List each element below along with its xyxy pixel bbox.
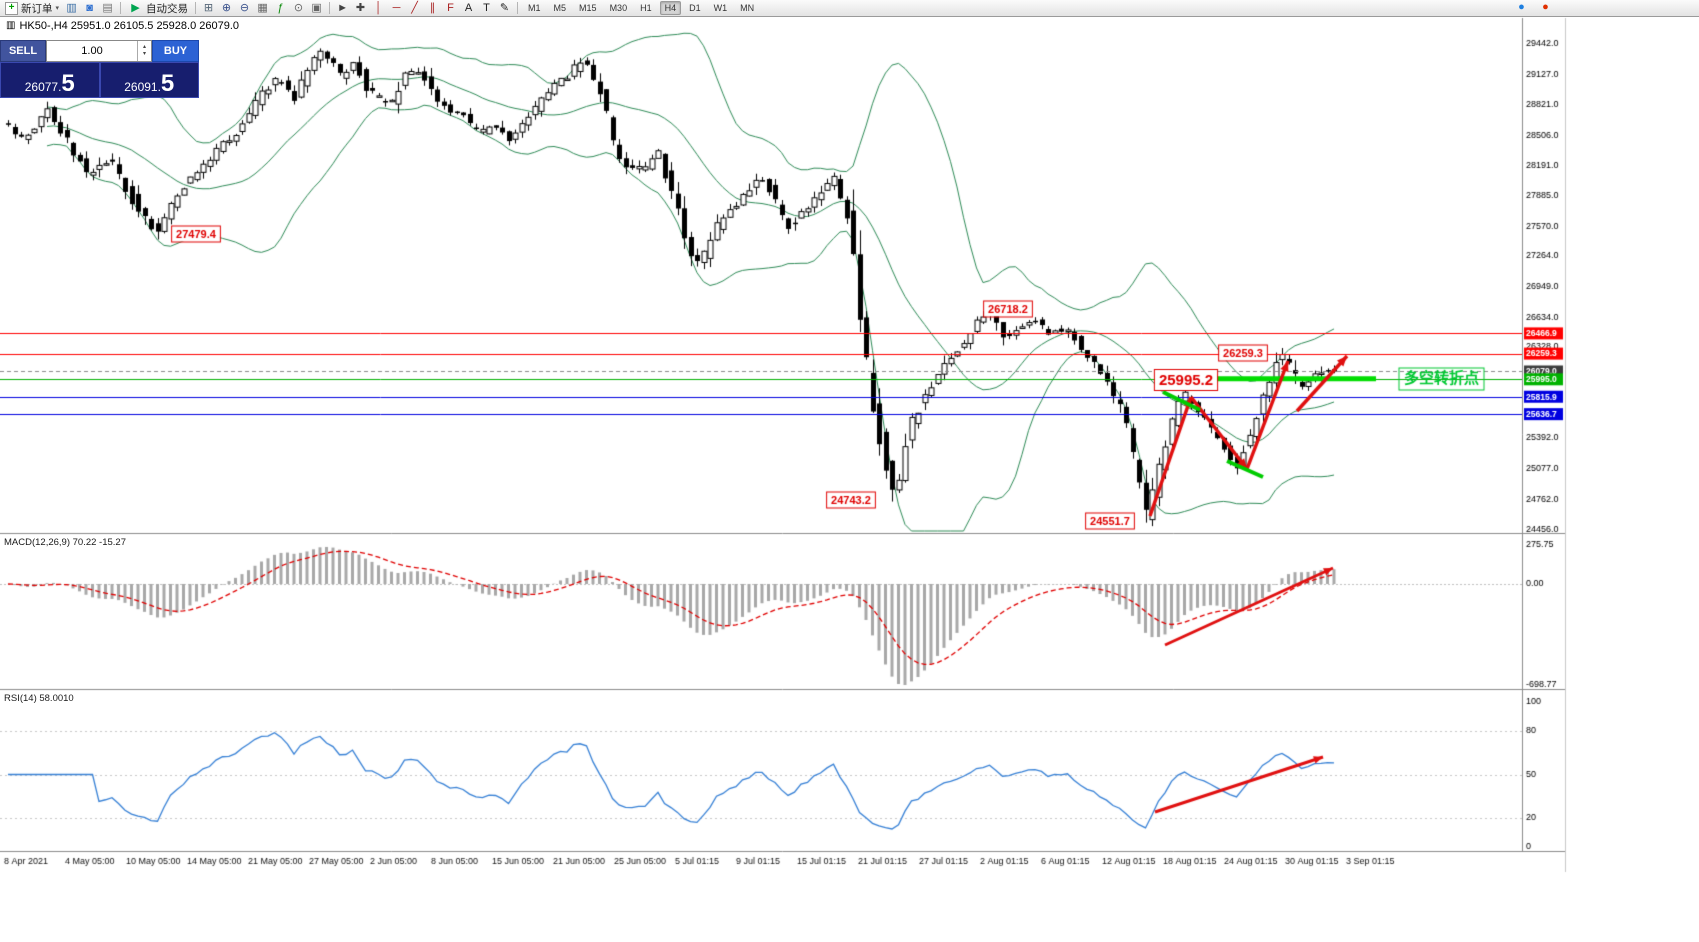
quotes-icon[interactable]: ● bbox=[1518, 1, 1525, 13]
timeframe-m1-button[interactable]: M1 bbox=[528, 3, 541, 13]
buy-price[interactable]: 26091. 5 bbox=[99, 62, 199, 98]
timeframe-w1-button[interactable]: W1 bbox=[713, 3, 728, 13]
vertical-line-icon[interactable]: │ bbox=[375, 1, 382, 14]
profile-icon[interactable]: ◙ bbox=[86, 1, 93, 14]
tile-windows-icon[interactable]: ▦ bbox=[257, 1, 268, 14]
auto-trading-button[interactable]: ▶ 自动交易 bbox=[126, 1, 190, 16]
sell-price[interactable]: 26077. 5 bbox=[0, 62, 100, 98]
volume-spin-buttons: ▴ ▾ bbox=[137, 41, 151, 61]
label-icon[interactable]: T bbox=[483, 1, 490, 14]
toolbar: + 新订单 ▾ ▥ ◙ ▤ ▶ 自动交易 ⊞ ⊕ ⊖ ▦ ƒ ⊙ ▣ ► ✚ │ ─ ╱ ∥ F A T ✎ M1 M5 M15 M30… bbox=[0, 0, 1699, 17]
new-order-button[interactable]: + 新订单 ▾ bbox=[3, 1, 61, 16]
timeframe-d1-button[interactable]: D1 bbox=[689, 3, 701, 13]
new-order-icon: + bbox=[5, 1, 18, 15]
sell-price-small: 26077. bbox=[24, 80, 62, 94]
buy-price-small: 26091. bbox=[124, 80, 161, 94]
alerts-icon[interactable]: ● bbox=[1542, 1, 1549, 13]
volume-stepper[interactable]: 1.00 ▴ ▾ bbox=[46, 40, 152, 62]
new-order-label: 新订单 bbox=[21, 2, 53, 15]
crosshair-icon[interactable]: ✚ bbox=[355, 1, 366, 14]
rsi-header: RSI(14) 58.0010 bbox=[4, 693, 74, 704]
terminal-icon[interactable]: ▤ bbox=[102, 1, 113, 14]
channel-icon[interactable]: ∥ bbox=[429, 1, 436, 14]
zoom-out-icon[interactable]: ⊖ bbox=[239, 1, 250, 14]
timeframe-m15-button[interactable]: M15 bbox=[579, 3, 597, 13]
new-order-caret-icon: ▾ bbox=[55, 5, 60, 12]
quote-header: ▥ HK50-,H4 25951.0 26105.5 25928.0 26079… bbox=[6, 20, 239, 32]
trendline-icon[interactable]: ╱ bbox=[411, 1, 418, 14]
quote-ohlc-text: HK50-,H4 25951.0 26105.5 25928.0 26079.0 bbox=[19, 20, 240, 32]
auto-trading-label: 自动交易 bbox=[146, 2, 189, 15]
buy-button[interactable]: BUY bbox=[152, 40, 199, 62]
toolbar-separator bbox=[517, 2, 519, 14]
toolbar-separator bbox=[120, 2, 122, 14]
auto-trading-icon: ▶ bbox=[131, 1, 140, 14]
volume-value[interactable]: 1.00 bbox=[81, 45, 103, 57]
horizontal-line-icon[interactable]: ─ bbox=[392, 1, 401, 14]
new-chart-icon[interactable]: ⊞ bbox=[203, 1, 214, 14]
templates-icon[interactable]: ▣ bbox=[311, 1, 322, 14]
timeframe-h1-button[interactable]: H1 bbox=[640, 3, 652, 13]
indicators-icon[interactable]: ƒ bbox=[277, 1, 284, 14]
volume-up-button[interactable]: ▴ bbox=[142, 43, 146, 50]
timeframe-m30-button[interactable]: M30 bbox=[609, 3, 628, 13]
macd-header: MACD(12,26,9) 70.22 -15.27 bbox=[4, 537, 126, 548]
timeframe-mn-button[interactable]: MN bbox=[740, 3, 755, 13]
sell-button[interactable]: SELL bbox=[0, 40, 46, 62]
toolbar-separator bbox=[195, 2, 197, 14]
one-click-trading-panel: SELL 1.00 ▴ ▾ BUY 26077. 5 26091. 5 bbox=[0, 40, 199, 98]
draw-icon[interactable]: ✎ bbox=[499, 1, 510, 14]
cursor-icon[interactable]: ► bbox=[337, 1, 348, 14]
text-icon[interactable]: A bbox=[464, 1, 473, 14]
sell-price-big: 5 bbox=[61, 69, 75, 97]
timeframe-m5-button[interactable]: M5 bbox=[553, 3, 567, 13]
buy-price-big: 5 bbox=[160, 69, 175, 97]
symbol-chart-icon: ▥ bbox=[6, 20, 16, 31]
periods-icon[interactable]: ⊙ bbox=[293, 1, 304, 14]
zoom-in-icon[interactable]: ⊕ bbox=[221, 1, 232, 14]
fibonacci-icon[interactable]: F bbox=[447, 1, 454, 14]
charts-bar-icon[interactable]: ▥ bbox=[66, 1, 77, 14]
timeframe-h4-button[interactable]: H4 bbox=[659, 1, 682, 15]
volume-down-button[interactable]: ▾ bbox=[142, 51, 146, 57]
toolbar-separator bbox=[329, 2, 331, 14]
